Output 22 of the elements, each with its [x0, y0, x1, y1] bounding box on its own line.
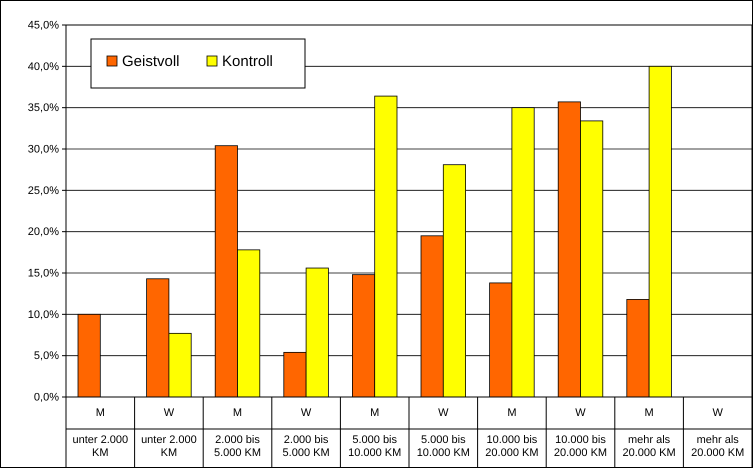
y-tick-label: 45,0% [28, 20, 60, 32]
category-label: W unter 2.000 KM [141, 407, 197, 459]
y-tick-label: 25,0% [28, 184, 60, 197]
y-tick-label: 40,0% [28, 60, 60, 73]
category-label: W 5.000 bis 10.000 KM [416, 407, 470, 459]
category-label: M unter 2.000 KM [72, 407, 128, 459]
category-label: M 2.000 bis 5.000 KM [214, 407, 262, 459]
category-label: W 2.000 bis 5.000 KM [282, 407, 330, 459]
legend-label: Geistvoll [122, 53, 180, 70]
y-tick-label: 20,0% [28, 226, 60, 238]
y-tick-label: 35,0% [28, 102, 60, 114]
category-label: M 5.000 bis 10.000 KM [348, 407, 402, 459]
y-tick-label: 15,0% [28, 268, 60, 280]
category-label: M 10.000 bis 20.000 KM [485, 407, 538, 459]
category-label: W 10.000 bis 20.000 KM [554, 407, 608, 459]
y-tick-label: 5,0% [34, 350, 60, 362]
category-label: M mehr als 20.000 KM [622, 407, 676, 459]
legend-label: Kontroll [222, 53, 273, 70]
y-tick-label: 0,0% [34, 392, 60, 404]
y-tick-label: 30,0% [28, 144, 60, 156]
category-label: W mehr als 20.000 KM [691, 407, 744, 459]
y-tick-label: 10,0% [28, 308, 60, 321]
